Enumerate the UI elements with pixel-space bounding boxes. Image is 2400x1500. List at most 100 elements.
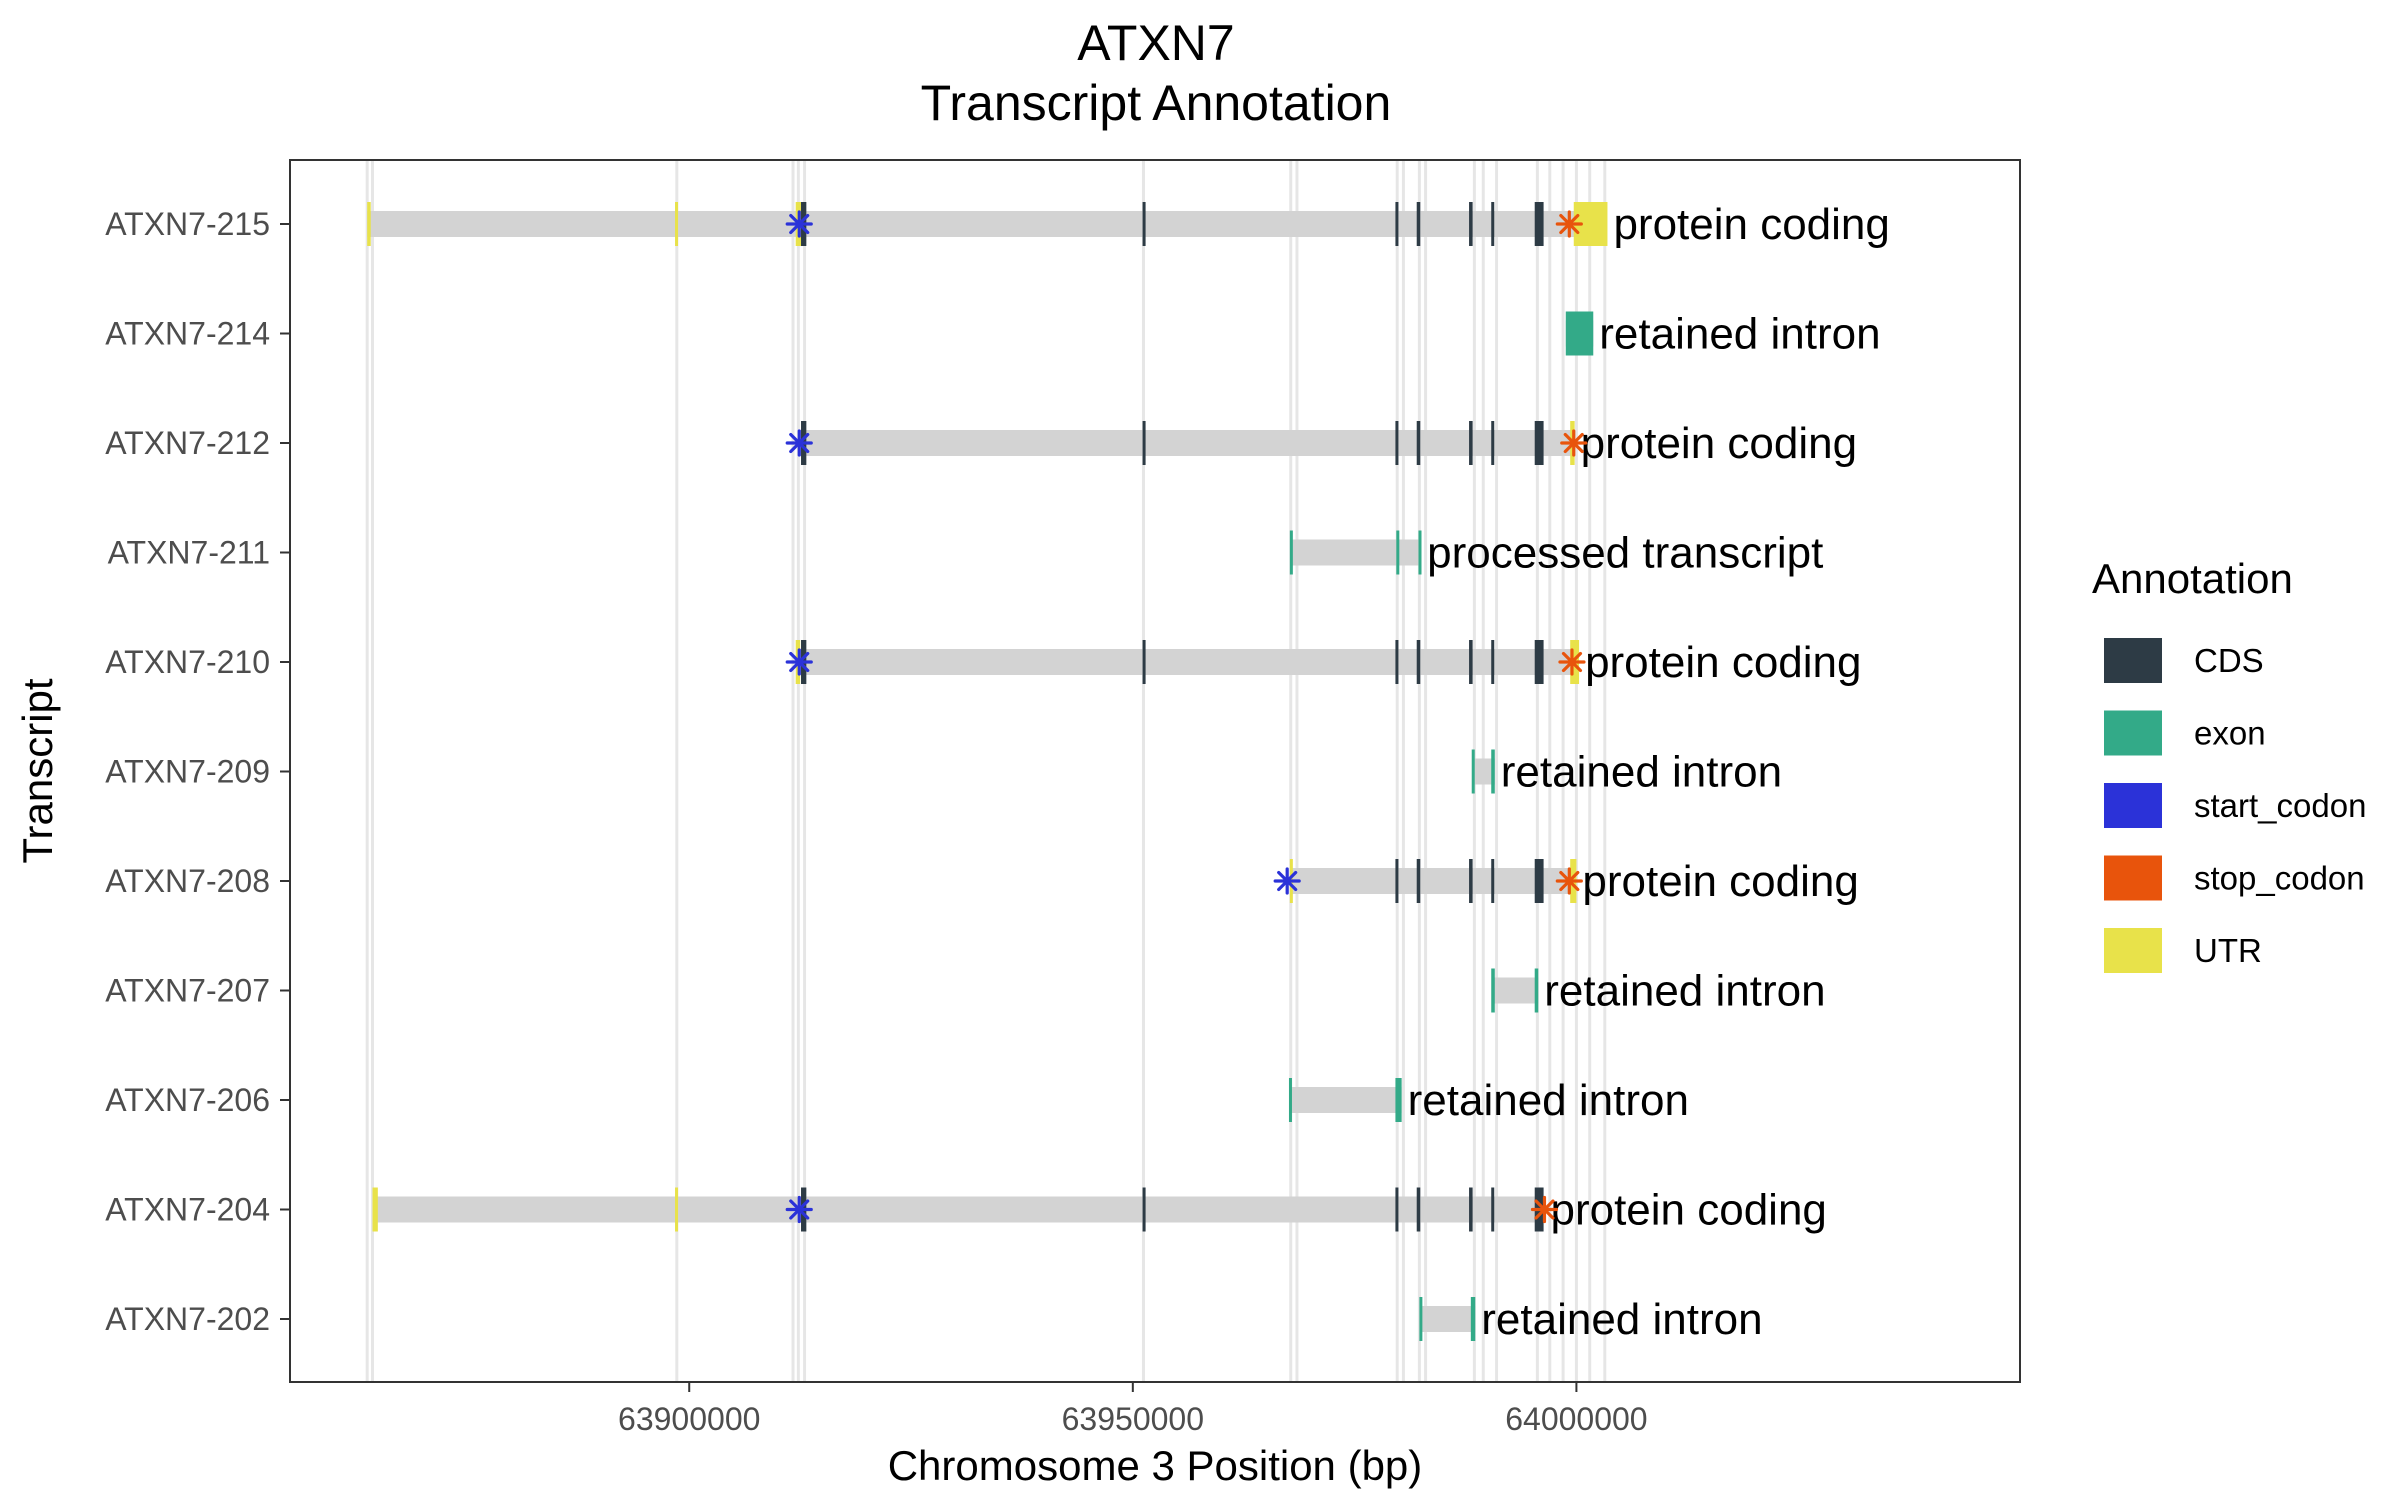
cds-block <box>1395 859 1399 903</box>
start-codon-marker-stroke <box>789 213 810 235</box>
intron-bar <box>1290 868 1575 894</box>
transcript-row-ATXN7-215: protein coding <box>367 200 1890 249</box>
start-codon-marker-stroke <box>789 651 810 673</box>
transcript-row-ATXN7-211: processed transcript <box>1289 529 1823 578</box>
start-codon-marker-stroke <box>789 432 810 454</box>
stop-codon-marker-stroke <box>1563 432 1584 454</box>
exon-block <box>1470 1297 1476 1341</box>
cds-block <box>1142 421 1146 465</box>
legend-label: CDS <box>2194 642 2264 679</box>
biotype-label: retained intron <box>1481 1295 1762 1344</box>
y-tick-label: ATXN7-204 <box>105 1192 270 1228</box>
cds-block <box>1395 202 1399 246</box>
stop-codon-marker <box>1560 429 1588 457</box>
legend-label: exon <box>2194 715 2266 752</box>
transcript-row-ATXN7-209: retained intron <box>1471 748 1782 797</box>
legend-key-CDS <box>2104 638 2162 683</box>
biotype-label: protein coding <box>1550 1186 1826 1235</box>
stop-codon-marker-stroke <box>1559 213 1580 235</box>
start-codon-marker <box>785 429 813 457</box>
exon-block <box>1288 1078 1292 1122</box>
biotype-label: retained intron <box>1544 967 1825 1016</box>
cds-block <box>1491 202 1495 246</box>
legend-label: start_codon <box>2194 787 2366 824</box>
exon-block <box>1395 1078 1402 1122</box>
legend-label: UTR <box>2194 932 2262 969</box>
x-tick-label: 63950000 <box>1062 1401 1204 1437</box>
cds-block <box>1491 421 1495 465</box>
legend-key-stop_codon <box>2104 855 2162 901</box>
transcript-row-ATXN7-214: retained intron <box>1565 310 1881 359</box>
biotype-label: protein coding <box>1613 200 1889 249</box>
cds-block <box>1534 640 1544 684</box>
legend-title: Annotation <box>2092 555 2293 602</box>
exon-block <box>1491 968 1495 1013</box>
cds-block <box>1491 640 1495 684</box>
y-tick-label: ATXN7-214 <box>105 316 270 352</box>
intron-bar <box>1420 1306 1476 1332</box>
cds-block <box>1491 859 1495 903</box>
y-tick-label: ATXN7-211 <box>108 535 270 571</box>
transcript-row-ATXN7-212: protein coding <box>799 419 1857 468</box>
transcript-row-ATXN7-208: protein coding <box>1289 857 1859 906</box>
transcript-row-ATXN7-210: protein coding <box>795 638 1861 687</box>
x-tick-label: 63900000 <box>618 1401 760 1437</box>
legend: Annotation CDS exon start_codon stop_codon U… <box>2092 555 2366 973</box>
cds-block <box>1534 859 1544 903</box>
exon-block <box>1418 530 1422 575</box>
legend-label: stop_codon <box>2194 860 2365 897</box>
intron-bar <box>1289 1087 1402 1113</box>
transcript-row-ATXN7-207: retained intron <box>1491 967 1826 1016</box>
cds-block <box>1395 640 1399 684</box>
stop-codon-marker <box>1558 648 1586 676</box>
start-codon-marker <box>785 210 813 238</box>
utr-block <box>367 202 371 246</box>
cds-block <box>1395 421 1399 465</box>
cds-block <box>1534 202 1544 246</box>
biotype-label: retained intron <box>1599 310 1880 359</box>
biotype-label: protein coding <box>1582 857 1858 906</box>
legend-key-UTR <box>2104 928 2162 973</box>
start-codon-marker <box>785 1195 813 1224</box>
exon-block <box>1534 968 1539 1013</box>
cds-block <box>1416 640 1421 684</box>
x-axis: 63900000 63950000 64000000 <box>618 1382 1648 1437</box>
start-codon-marker-stroke <box>789 1199 810 1220</box>
cds-block <box>1469 202 1473 246</box>
exon-block <box>1471 749 1475 794</box>
start-codon-marker <box>785 648 813 676</box>
cds-block <box>1469 640 1473 684</box>
y-tick-label: ATXN7-209 <box>105 754 270 790</box>
cds-block <box>1416 421 1421 465</box>
transcript-tracks: protein coding retained intron protein cod… <box>367 200 1890 1344</box>
exon-block <box>1289 530 1293 575</box>
stop-codon-marker <box>1555 867 1583 895</box>
utr-block <box>675 1187 679 1232</box>
biotype-label: retained intron <box>1408 1076 1689 1125</box>
y-tick-label: ATXN7-210 <box>105 644 270 680</box>
stop-codon-marker <box>1555 210 1583 238</box>
cds-block <box>1142 202 1146 246</box>
cds-block <box>1469 859 1473 903</box>
chart-title: ATXN7 <box>1077 15 1234 71</box>
y-tick-label: ATXN7-208 <box>105 863 270 899</box>
exon-block <box>1491 749 1495 794</box>
stop-codon-marker-stroke <box>1534 1199 1555 1220</box>
cds-block <box>1416 1187 1421 1232</box>
exon-block <box>1396 530 1400 575</box>
exon-block <box>1565 311 1594 356</box>
cds-block <box>1491 1187 1495 1232</box>
biotype-label: processed transcript <box>1427 529 1823 578</box>
cds-block <box>1416 859 1421 903</box>
intron-bar <box>367 211 1577 237</box>
cds-block <box>1469 1187 1473 1232</box>
cds-block <box>1416 202 1421 246</box>
biotype-label: retained intron <box>1501 748 1782 797</box>
chart-subtitle: Transcript Annotation <box>921 75 1392 131</box>
utr-block <box>372 1187 378 1232</box>
transcript-row-ATXN7-202: retained intron <box>1419 1295 1763 1344</box>
cds-block <box>1142 1187 1146 1232</box>
intron-bar <box>1472 758 1495 785</box>
stop-codon-marker <box>1530 1195 1559 1224</box>
stop-codon-marker-stroke <box>1559 870 1580 892</box>
